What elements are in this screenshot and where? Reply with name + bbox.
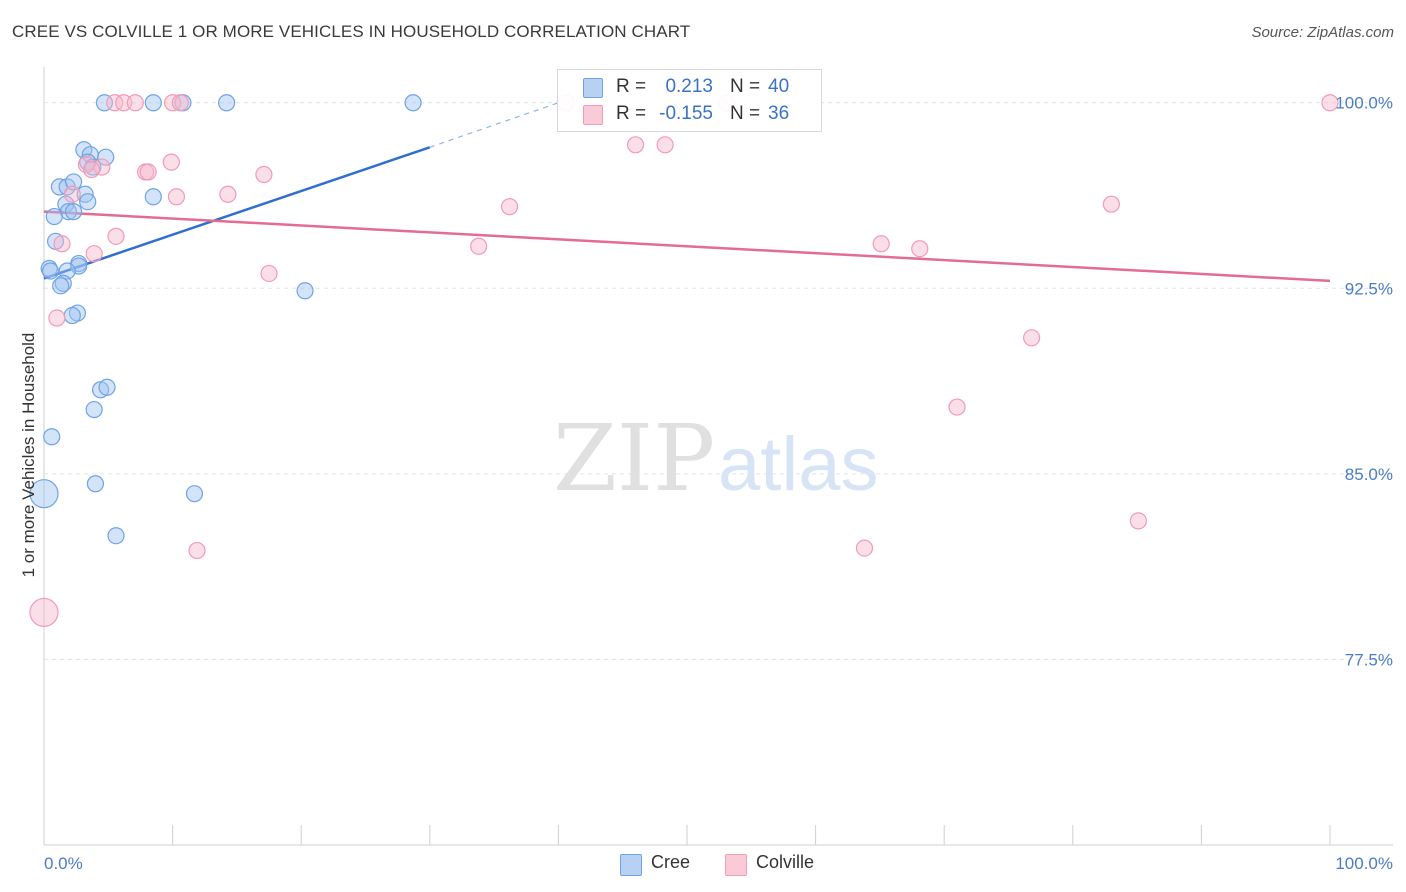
x-tick-label: 100.0% [1335, 854, 1393, 873]
legend-r-value: -0.155 [659, 103, 713, 124]
point-colville [872, 235, 890, 253]
point-cree [45, 207, 63, 226]
point-colville [1023, 329, 1041, 347]
legend-n-label: N = [730, 103, 761, 124]
point-colville [85, 245, 103, 263]
point-cree [29, 479, 59, 509]
legend-r-label: R = [616, 76, 647, 97]
point-cree [54, 274, 72, 292]
chart-title: CREE VS COLVILLE 1 OR MORE VEHICLES IN H… [12, 22, 691, 41]
trend-lines [43, 102, 1331, 283]
point-cree [86, 475, 105, 493]
point-colville [1129, 512, 1147, 530]
point-cree [97, 148, 115, 166]
point-cree [63, 306, 81, 325]
point-colville [1321, 94, 1339, 112]
point-cree [296, 282, 314, 300]
point-colville [107, 227, 125, 245]
point-cree [64, 203, 83, 221]
point-cree [85, 400, 103, 419]
point-colville [188, 541, 206, 560]
point-cree [144, 188, 162, 206]
point-colville [126, 94, 144, 112]
source-label: Source: ZipAtlas.com [1251, 24, 1394, 41]
axes [43, 67, 1393, 846]
point-colville [911, 240, 929, 258]
legend-swatch-colville [583, 105, 603, 125]
point-colville [63, 185, 81, 203]
trend-line-colville [43, 210, 1331, 283]
point-colville [1102, 195, 1120, 213]
watermark: ZIP atlas [553, 405, 879, 512]
legend-n-value: 40 [768, 76, 790, 97]
point-cree [43, 428, 61, 446]
point-colville [93, 158, 111, 176]
tick-labels: 77.5% 85.0% 92.5% 100.0% 0.0% 100.0% [44, 94, 1393, 873]
point-cree [98, 378, 116, 396]
legend-row-colville: R = -0.155 N = 36 [558, 100, 821, 128]
point-colville [171, 94, 189, 112]
point-colville [82, 160, 101, 179]
legend-n-value: 36 [768, 103, 790, 124]
point-colville [106, 94, 124, 112]
legend-n-label: N = [730, 76, 761, 97]
point-colville [255, 165, 273, 184]
bottom-legend-label-colville: Colville [756, 852, 815, 872]
trend-line-cree-extension [429, 102, 559, 148]
data-points [29, 94, 1339, 628]
point-cree [144, 94, 162, 112]
bottom-legend-label-cree: Cree [651, 852, 691, 872]
point-cree [41, 262, 60, 280]
point-colville [948, 398, 966, 416]
point-colville [48, 309, 66, 327]
bottom-swatch-cree [620, 854, 642, 876]
point-colville [29, 597, 59, 628]
point-colville [167, 188, 186, 206]
bottom-swatch-colville [725, 854, 747, 876]
x-tick-label: 0.0% [44, 854, 83, 873]
y-tick-label: 92.5% [1345, 279, 1393, 298]
point-colville [260, 264, 278, 283]
y-axis-label: 1 or more Vehicles in Household [19, 333, 38, 578]
point-colville [219, 185, 237, 203]
point-colville [139, 163, 157, 181]
legend-r-label: R = [616, 103, 647, 124]
trend-line-cree [43, 146, 431, 280]
point-colville [500, 198, 519, 216]
point-cree [218, 94, 236, 112]
watermark-atlas: atlas [718, 422, 879, 507]
legend-swatch-cree [583, 78, 603, 98]
correlation-legend: R = 0.213 N = 40 R = -0.155 N = 36 [557, 69, 822, 132]
y-tick-label: 77.5% [1345, 650, 1393, 669]
point-cree [79, 193, 97, 211]
legend-row-cree: R = 0.213 N = 40 [558, 73, 821, 101]
gridlines [44, 102, 1393, 660]
point-cree [52, 277, 70, 295]
point-colville [626, 136, 645, 154]
point-cree [107, 527, 125, 545]
point-colville [162, 153, 180, 171]
point-colville [470, 237, 488, 255]
watermark-zip: ZIP [553, 405, 715, 512]
y-tick-label: 85.0% [1345, 465, 1393, 484]
point-colville [656, 136, 674, 154]
point-cree [185, 485, 204, 503]
y-tick-label: 100.0% [1335, 94, 1393, 113]
legend-r-value: 0.213 [665, 76, 713, 97]
point-colville [53, 235, 71, 253]
point-cree [64, 173, 83, 191]
point-colville [855, 539, 874, 557]
point-cree [404, 94, 422, 112]
